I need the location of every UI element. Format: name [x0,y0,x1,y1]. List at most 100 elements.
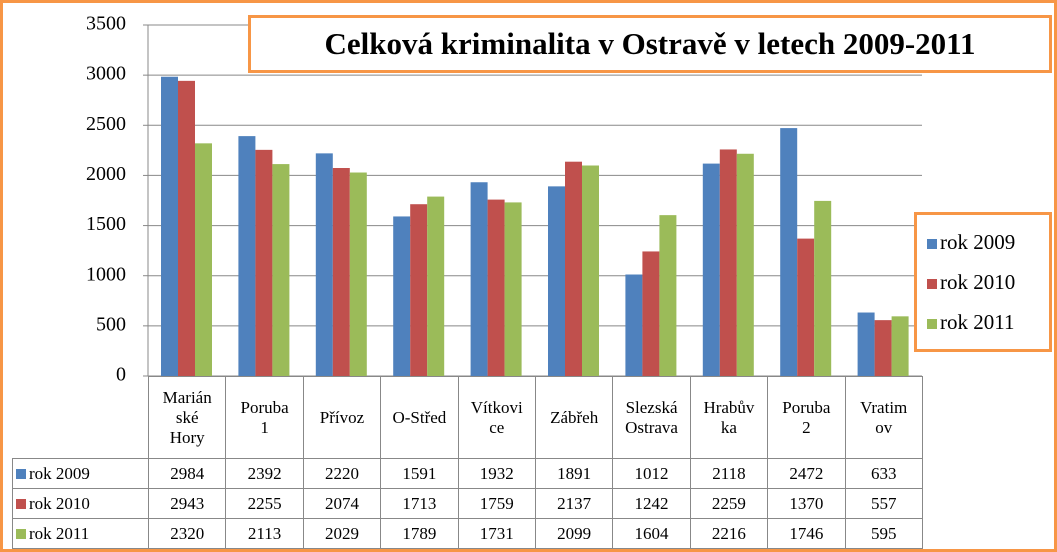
bar [332,168,350,376]
value-cell: 2943 [147,488,227,519]
bar [427,196,445,376]
value-cell: 2216 [689,518,769,549]
data-table: Marián ské Hory Poruba 1 Přívoz O-Střed Vítk… [12,376,923,549]
row-name: rok 2009 [12,458,149,489]
value-cell: 1012 [612,458,691,489]
bar [238,136,256,376]
value-cell: 2220 [302,458,382,489]
bar [315,153,333,376]
x-tick-label: Poruba 2 [767,376,846,459]
x-tick-label: Přívoz [302,376,382,459]
y-tick-label: 3000 [86,63,126,85]
bar [487,199,505,376]
bar [178,80,195,377]
value-cell: 2472 [767,458,846,489]
corner [12,376,149,459]
table-row: rok 2011 2320 2113 2029 1789 1731 2099 1604 2216… [12,518,923,549]
table-row: rok 2010 2943 2255 2074 1713 1759 2137 1242 2259… [12,488,923,519]
legend-key [927,239,937,249]
value-cell: 2074 [302,488,382,519]
bar [565,161,582,376]
value-cell: 1759 [457,488,536,519]
value-cell: 595 [844,518,923,549]
row-name: rok 2010 [12,488,149,519]
value-cell: 1604 [612,518,691,549]
bar [642,251,660,376]
bar [719,149,737,376]
row-label: rok 2010 [29,493,90,513]
legend-item: rok 2010 [927,267,1015,297]
bar [393,216,411,376]
row-name: rok 2011 [12,518,149,549]
bar [349,172,367,376]
x-tick-label: Vratim ov [844,376,923,459]
legend-key [16,528,26,539]
legend-label: rok 2009 [940,230,1016,254]
value-cell: 633 [844,458,923,489]
bar [659,215,677,376]
bar [814,200,832,376]
bar [470,182,488,376]
bar [797,238,815,376]
bar [410,204,428,376]
y-tick-label: 2500 [86,113,126,135]
y-tick-label: 3500 [86,13,126,35]
y-tick-label: 2000 [86,163,126,185]
y-tick-label: 1500 [86,213,126,235]
x-tick-label: Zábřeh [534,376,614,459]
y-tick-label: 1000 [86,263,126,285]
value-cell: 1242 [612,488,691,519]
bar [195,143,212,376]
x-tick-label: Marián ské Hory [147,376,227,459]
x-tick-label: Slezská Ostrava [612,376,691,459]
bar [548,186,565,376]
legend-key [927,319,937,329]
value-cell: 2984 [147,458,227,489]
chart-title: Celková kriminalita v Ostravě v letech 2… [248,15,1052,73]
bar [857,312,875,376]
legend-key [16,468,26,479]
value-cell: 2259 [689,488,769,519]
bar [504,202,522,376]
value-cell: 2320 [147,518,227,549]
value-cell: 2099 [534,518,614,549]
x-tick-label: O-Střed [380,376,459,459]
bar [736,153,754,376]
value-cell: 1891 [534,458,614,489]
bar [625,274,643,376]
value-cell: 2392 [225,458,304,489]
value-cell: 1370 [767,488,846,519]
y-tick-label: 0 [116,364,126,386]
value-cell: 1731 [457,518,536,549]
value-cell: 1932 [457,458,536,489]
value-cell: 2029 [302,518,382,549]
row-label: rok 2011 [29,523,90,543]
legend-label: rok 2010 [940,270,1016,294]
table-row: rok 2009 2984 2392 2220 1591 1932 1891 1012 2118… [12,458,923,489]
legend-item: rok 2009 [927,227,1015,257]
bar [272,164,290,376]
legend-key [16,498,26,509]
legend-label: rok 2011 [940,310,1015,334]
value-cell: 2255 [225,488,304,519]
value-cell: 2137 [534,488,614,519]
bar [874,320,892,376]
bar [582,165,599,376]
bar [255,149,273,376]
value-cell: 557 [844,488,923,519]
value-cell: 2118 [689,458,769,489]
x-tick-label: Poruba 1 [225,376,304,459]
row-label: rok 2009 [29,463,90,483]
x-tick-label: Vítkovi ce [457,376,536,459]
value-cell: 1713 [380,488,459,519]
bar [702,163,720,376]
table-header: Marián ské Hory Poruba 1 Přívoz O-Střed Vítk… [12,376,923,459]
value-cell: 1591 [380,458,459,489]
legend-item: rok 2011 [927,307,1014,337]
legend: rok 2009 rok 2010 rok 2011 [914,212,1052,352]
x-tick-label: Hrabův ka [689,376,769,459]
bar [780,128,798,376]
